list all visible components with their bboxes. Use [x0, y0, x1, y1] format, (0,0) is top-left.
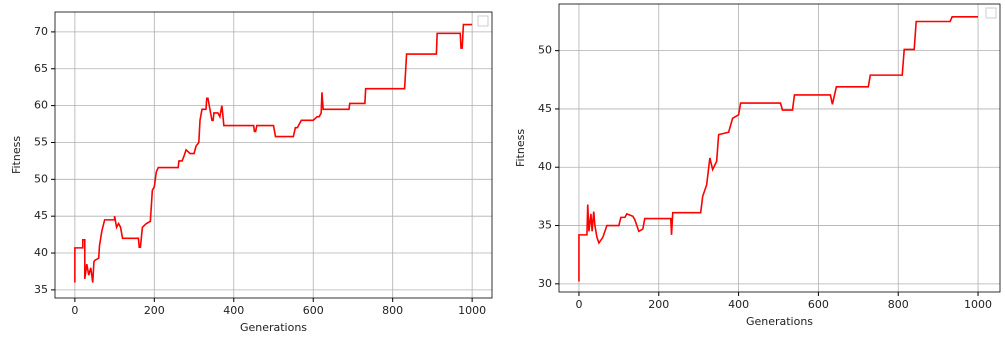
x-tick-label: 0 — [575, 298, 582, 311]
x-tick-label: 600 — [303, 304, 324, 317]
y-tick-label: 45 — [538, 102, 552, 115]
y-tick-label: 70 — [34, 25, 48, 38]
y-tick-label: 50 — [34, 172, 48, 185]
y-tick-label: 60 — [34, 99, 48, 112]
x-tick-label: 400 — [223, 304, 244, 317]
y-tick-label: 30 — [538, 277, 552, 290]
x-tick-label: 1000 — [458, 304, 486, 317]
x-tick-label: 200 — [648, 298, 669, 311]
x-axis-label: Generations — [240, 321, 307, 334]
y-tick-label: 40 — [538, 160, 552, 173]
axes-frame — [558, 3, 1001, 293]
x-tick-label: 1000 — [964, 298, 992, 311]
y-tick-label: 40 — [34, 246, 48, 259]
fitness-line — [74, 23, 473, 283]
y-tick-label: 35 — [538, 219, 552, 232]
x-tick-label: 400 — [728, 298, 749, 311]
fitness-line — [578, 16, 979, 282]
x-tick-label: 800 — [888, 298, 909, 311]
legend-box — [477, 15, 489, 27]
y-tick-label: 55 — [34, 135, 48, 148]
y-tick-label: 50 — [538, 44, 552, 57]
y-axis-label: Fitness — [10, 136, 23, 174]
x-axis-label: Generations — [746, 315, 813, 328]
y-axis-label: Fitness — [514, 129, 527, 167]
x-tick-label: 800 — [382, 304, 403, 317]
axes-frame — [54, 11, 493, 299]
x-tick-label: 200 — [144, 304, 165, 317]
x-tick-label: 0 — [71, 304, 78, 317]
x-tick-label: 600 — [808, 298, 829, 311]
y-tick-label: 35 — [34, 283, 48, 296]
y-tick-label: 65 — [34, 62, 48, 75]
legend-box — [985, 7, 997, 19]
y-tick-label: 45 — [34, 209, 48, 222]
